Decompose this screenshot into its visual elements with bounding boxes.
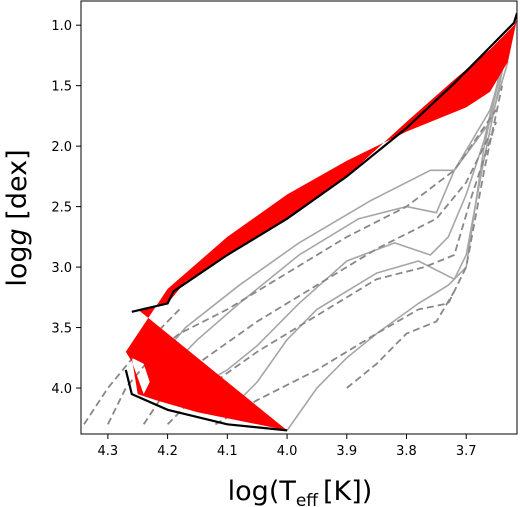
x-tick-label: 4.1	[217, 444, 238, 459]
dashed-track-11	[346, 290, 456, 389]
y-tick-label: 1.5	[51, 80, 72, 95]
solid-track-3	[185, 37, 509, 395]
x-axis-label-tail: [K])	[323, 476, 372, 507]
plot-frame	[80, 0, 518, 435]
x-tick-label: 3.8	[396, 444, 417, 459]
x-tick-label: 4.3	[98, 444, 119, 459]
x-axis-label-main: log(T	[228, 476, 297, 507]
x-axis-label-sub: eff	[296, 491, 319, 507]
solid-track-2	[226, 43, 509, 413]
dashed-track-10	[214, 85, 503, 426]
band-upper-edge	[131, 12, 517, 313]
highlight-band	[125, 19, 517, 431]
x-tick-label: 3.9	[336, 444, 357, 459]
y-axis-ticks: 1.0 1.5 2.0 2.5 3.0 3.5 4.0	[51, 19, 81, 397]
y-tick-label: 2.5	[51, 201, 72, 216]
dashed-track-7	[107, 109, 497, 425]
x-axis-ticks: 4.3 4.2 4.1 4.0 3.9 3.8 3.7	[98, 434, 477, 459]
band-layer	[124, 12, 517, 432]
y-tick-label: 3.0	[51, 261, 72, 276]
x-tick-label: 4.0	[277, 444, 298, 459]
y-tick-label: 2.0	[51, 140, 72, 155]
x-tick-label: 4.2	[157, 444, 178, 459]
solid-track-5	[149, 61, 509, 371]
band-lower-edge	[124, 369, 288, 432]
y-tick-label: 3.5	[51, 322, 72, 337]
x-axis-label: log(Teff [K])	[228, 476, 373, 507]
y-axis-label-prefix: log	[2, 245, 33, 286]
y-tick-label: 1.0	[51, 19, 72, 34]
y-axis-label-italic: g	[2, 228, 33, 245]
x-tick-label: 3.7	[456, 444, 477, 459]
y-axis-label: logg [dex]	[2, 149, 33, 286]
y-axis-label-suffix: [dex]	[2, 149, 33, 228]
y-tick-label: 4.0	[51, 382, 72, 397]
